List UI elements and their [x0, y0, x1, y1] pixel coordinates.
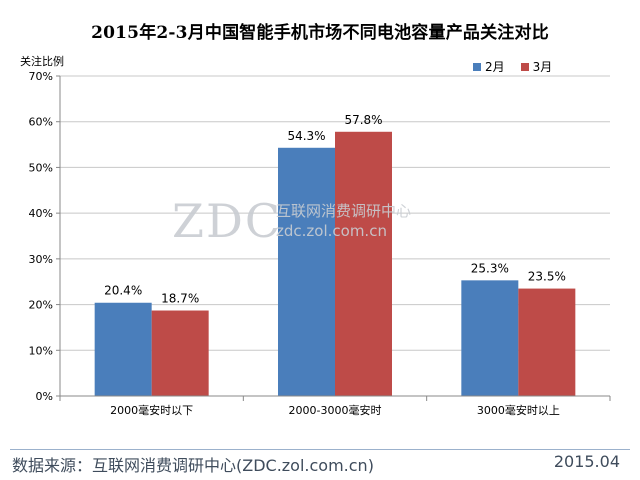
x-axis-ticks: 2000毫安时以下 2000-3000毫安时 3000毫安时以上 [110, 403, 560, 417]
bar [278, 147, 335, 396]
bar [151, 310, 209, 396]
legend-swatch-mar [520, 62, 529, 71]
y-tick-label: 20% [29, 299, 53, 312]
y-tick-label: 30% [29, 253, 53, 266]
y-tick-label: 10% [29, 344, 53, 357]
footer-date: 2015.04 [553, 452, 620, 471]
bars [94, 131, 576, 396]
footer-source: 数据来源：互联网消费调研中心(ZDC.zol.com.cn) [12, 456, 374, 475]
x-tick-label: 2000毫安时以下 [110, 403, 193, 417]
y-axis-ticks: 0% 10% 20% 30% 40% 50% 60% 70% [29, 70, 53, 403]
y-tick-label: 70% [29, 70, 53, 83]
y-tick-label: 0% [36, 390, 53, 403]
bar [518, 288, 576, 396]
axes [56, 75, 611, 401]
legend-label-feb: 2月 [485, 60, 505, 74]
data-label: 18.7% [161, 292, 199, 306]
bar [335, 131, 392, 396]
data-label: 57.8% [344, 113, 382, 127]
legend-swatch-feb [473, 62, 481, 71]
data-label: 25.3% [471, 261, 509, 275]
y-axis-label: 关注比例 [20, 55, 64, 68]
y-tick-label: 60% [29, 116, 53, 129]
data-label: 23.5% [528, 270, 566, 284]
legend-item-feb: 2月 [473, 58, 505, 75]
footer-divider [10, 449, 630, 450]
legend-item-mar: 3月 [520, 58, 553, 75]
bar [94, 302, 152, 396]
bar [461, 280, 519, 396]
legend: 2月 3月 [473, 58, 568, 75]
data-labels: 20.4% 18.7% 54.3% 57.8% 25.3% 23.5% [104, 113, 566, 306]
data-label: 54.3% [287, 129, 325, 143]
x-tick-label: 2000-3000毫安时 [289, 403, 382, 417]
x-tick-label: 3000毫安时以上 [477, 403, 560, 417]
y-tick-label: 40% [29, 207, 53, 220]
y-tick-label: 50% [29, 161, 53, 174]
chart-title: 2015年2-3月中国智能手机市场不同电池容量产品关注对比 [91, 23, 549, 43]
data-label: 20.4% [104, 284, 142, 298]
legend-label-mar: 3月 [532, 60, 553, 74]
